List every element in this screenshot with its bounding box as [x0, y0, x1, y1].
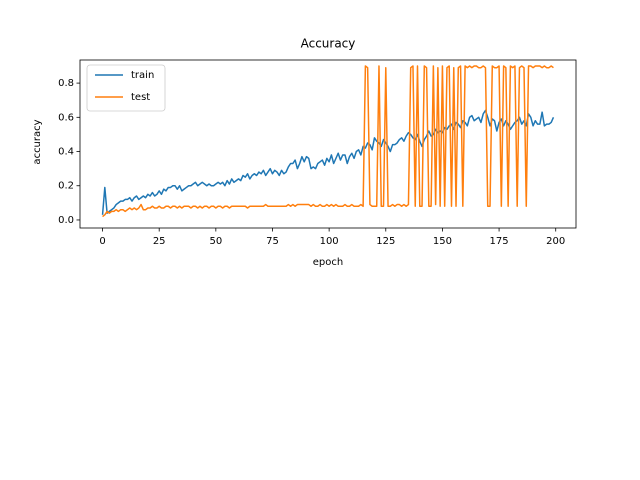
x-tick-label: 100	[320, 236, 339, 247]
x-axis-label: epoch	[313, 257, 343, 268]
y-tick-label: 0.6	[58, 112, 74, 123]
axes-frame	[79, 59, 577, 229]
y-tick-label: 0.2	[58, 181, 74, 192]
y-axis-label: accuracy	[32, 119, 43, 164]
legend-label: test	[131, 92, 150, 103]
y-tick-label: 0.8	[58, 78, 74, 89]
y-tick-label: 0.0	[58, 215, 74, 226]
x-tick-label: 50	[209, 236, 222, 247]
data-line	[101, 109, 555, 215]
legend-label: train	[131, 70, 154, 81]
x-tick-label: 125	[376, 236, 395, 247]
x-tick-label: 200	[546, 236, 565, 247]
x-tick-label: 75	[266, 236, 279, 247]
legend-box	[86, 64, 166, 112]
x-tick-label: 175	[490, 236, 509, 247]
x-tick-label: 150	[433, 236, 452, 247]
data-line	[102, 65, 554, 218]
x-tick-label: 0	[99, 236, 105, 247]
chart-title: Accuracy	[301, 37, 356, 51]
x-tick-label: 25	[153, 236, 166, 247]
y-tick-label: 0.4	[58, 147, 74, 158]
